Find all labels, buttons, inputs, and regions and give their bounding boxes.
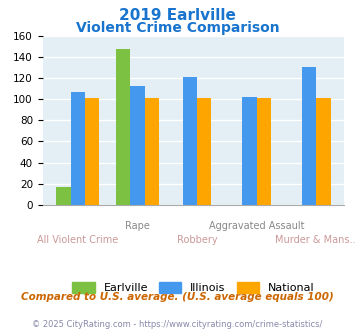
Text: All Violent Crime: All Violent Crime xyxy=(37,235,119,245)
Bar xyxy=(71,92,85,205)
Text: Aggravated Assault: Aggravated Assault xyxy=(209,221,305,231)
Bar xyxy=(242,97,257,205)
Text: 2019 Earlville: 2019 Earlville xyxy=(119,8,236,23)
Bar xyxy=(257,98,271,205)
Bar xyxy=(302,67,316,205)
Bar xyxy=(130,86,144,205)
Text: © 2025 CityRating.com - https://www.cityrating.com/crime-statistics/: © 2025 CityRating.com - https://www.city… xyxy=(32,320,323,329)
Bar xyxy=(197,98,211,205)
Text: Robbery: Robbery xyxy=(177,235,217,245)
Legend: Earlville, Illinois, National: Earlville, Illinois, National xyxy=(69,279,318,297)
Bar xyxy=(144,98,159,205)
Bar xyxy=(183,77,197,205)
Text: Rape: Rape xyxy=(125,221,150,231)
Bar xyxy=(316,98,331,205)
Bar xyxy=(85,98,99,205)
Text: Murder & Mans...: Murder & Mans... xyxy=(274,235,355,245)
Text: Violent Crime Comparison: Violent Crime Comparison xyxy=(76,21,279,35)
Text: Compared to U.S. average. (U.S. average equals 100): Compared to U.S. average. (U.S. average … xyxy=(21,292,334,302)
Bar xyxy=(56,187,71,205)
Bar xyxy=(116,49,130,205)
